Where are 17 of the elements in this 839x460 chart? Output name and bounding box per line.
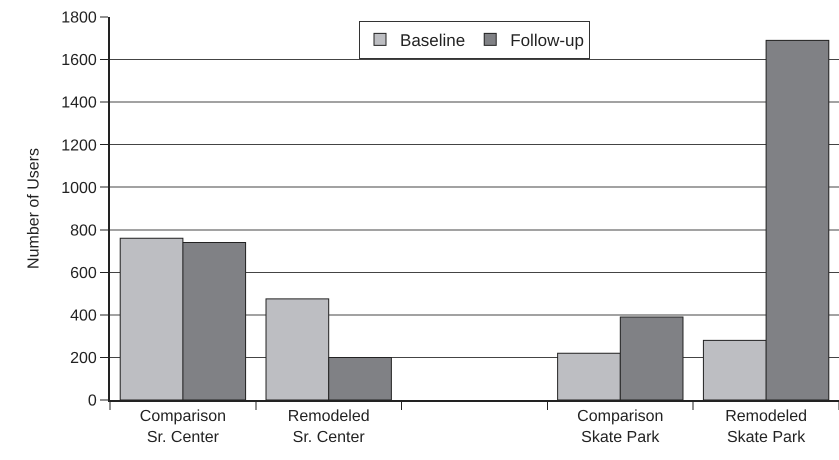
y-tick-label: 400 xyxy=(70,307,97,324)
x-tick-label: Remodeled Sr. Center xyxy=(288,408,370,446)
y-tick-label: 1400 xyxy=(61,94,97,112)
y-tick-label: 1800 xyxy=(61,10,97,27)
y-axis-title: Number of Users xyxy=(26,148,43,269)
legend-label: Follow-up xyxy=(510,31,584,50)
y-tick-label: 1200 xyxy=(61,137,97,154)
y-tick-label: 200 xyxy=(70,350,97,368)
x-tick-label: Remodeled Skate Park xyxy=(725,408,808,446)
x-tick-label: Comparison Sr. Center xyxy=(140,408,226,446)
y-tick-label: 0 xyxy=(88,392,97,410)
x-tick-label: Comparison Skate Park xyxy=(577,408,664,446)
y-tick-label: 1000 xyxy=(61,180,97,197)
y-tick-label: 600 xyxy=(70,264,97,282)
legend-label: Baseline xyxy=(400,31,466,50)
y-tick-label: 1600 xyxy=(61,52,97,70)
y-tick-label: 800 xyxy=(70,222,97,240)
